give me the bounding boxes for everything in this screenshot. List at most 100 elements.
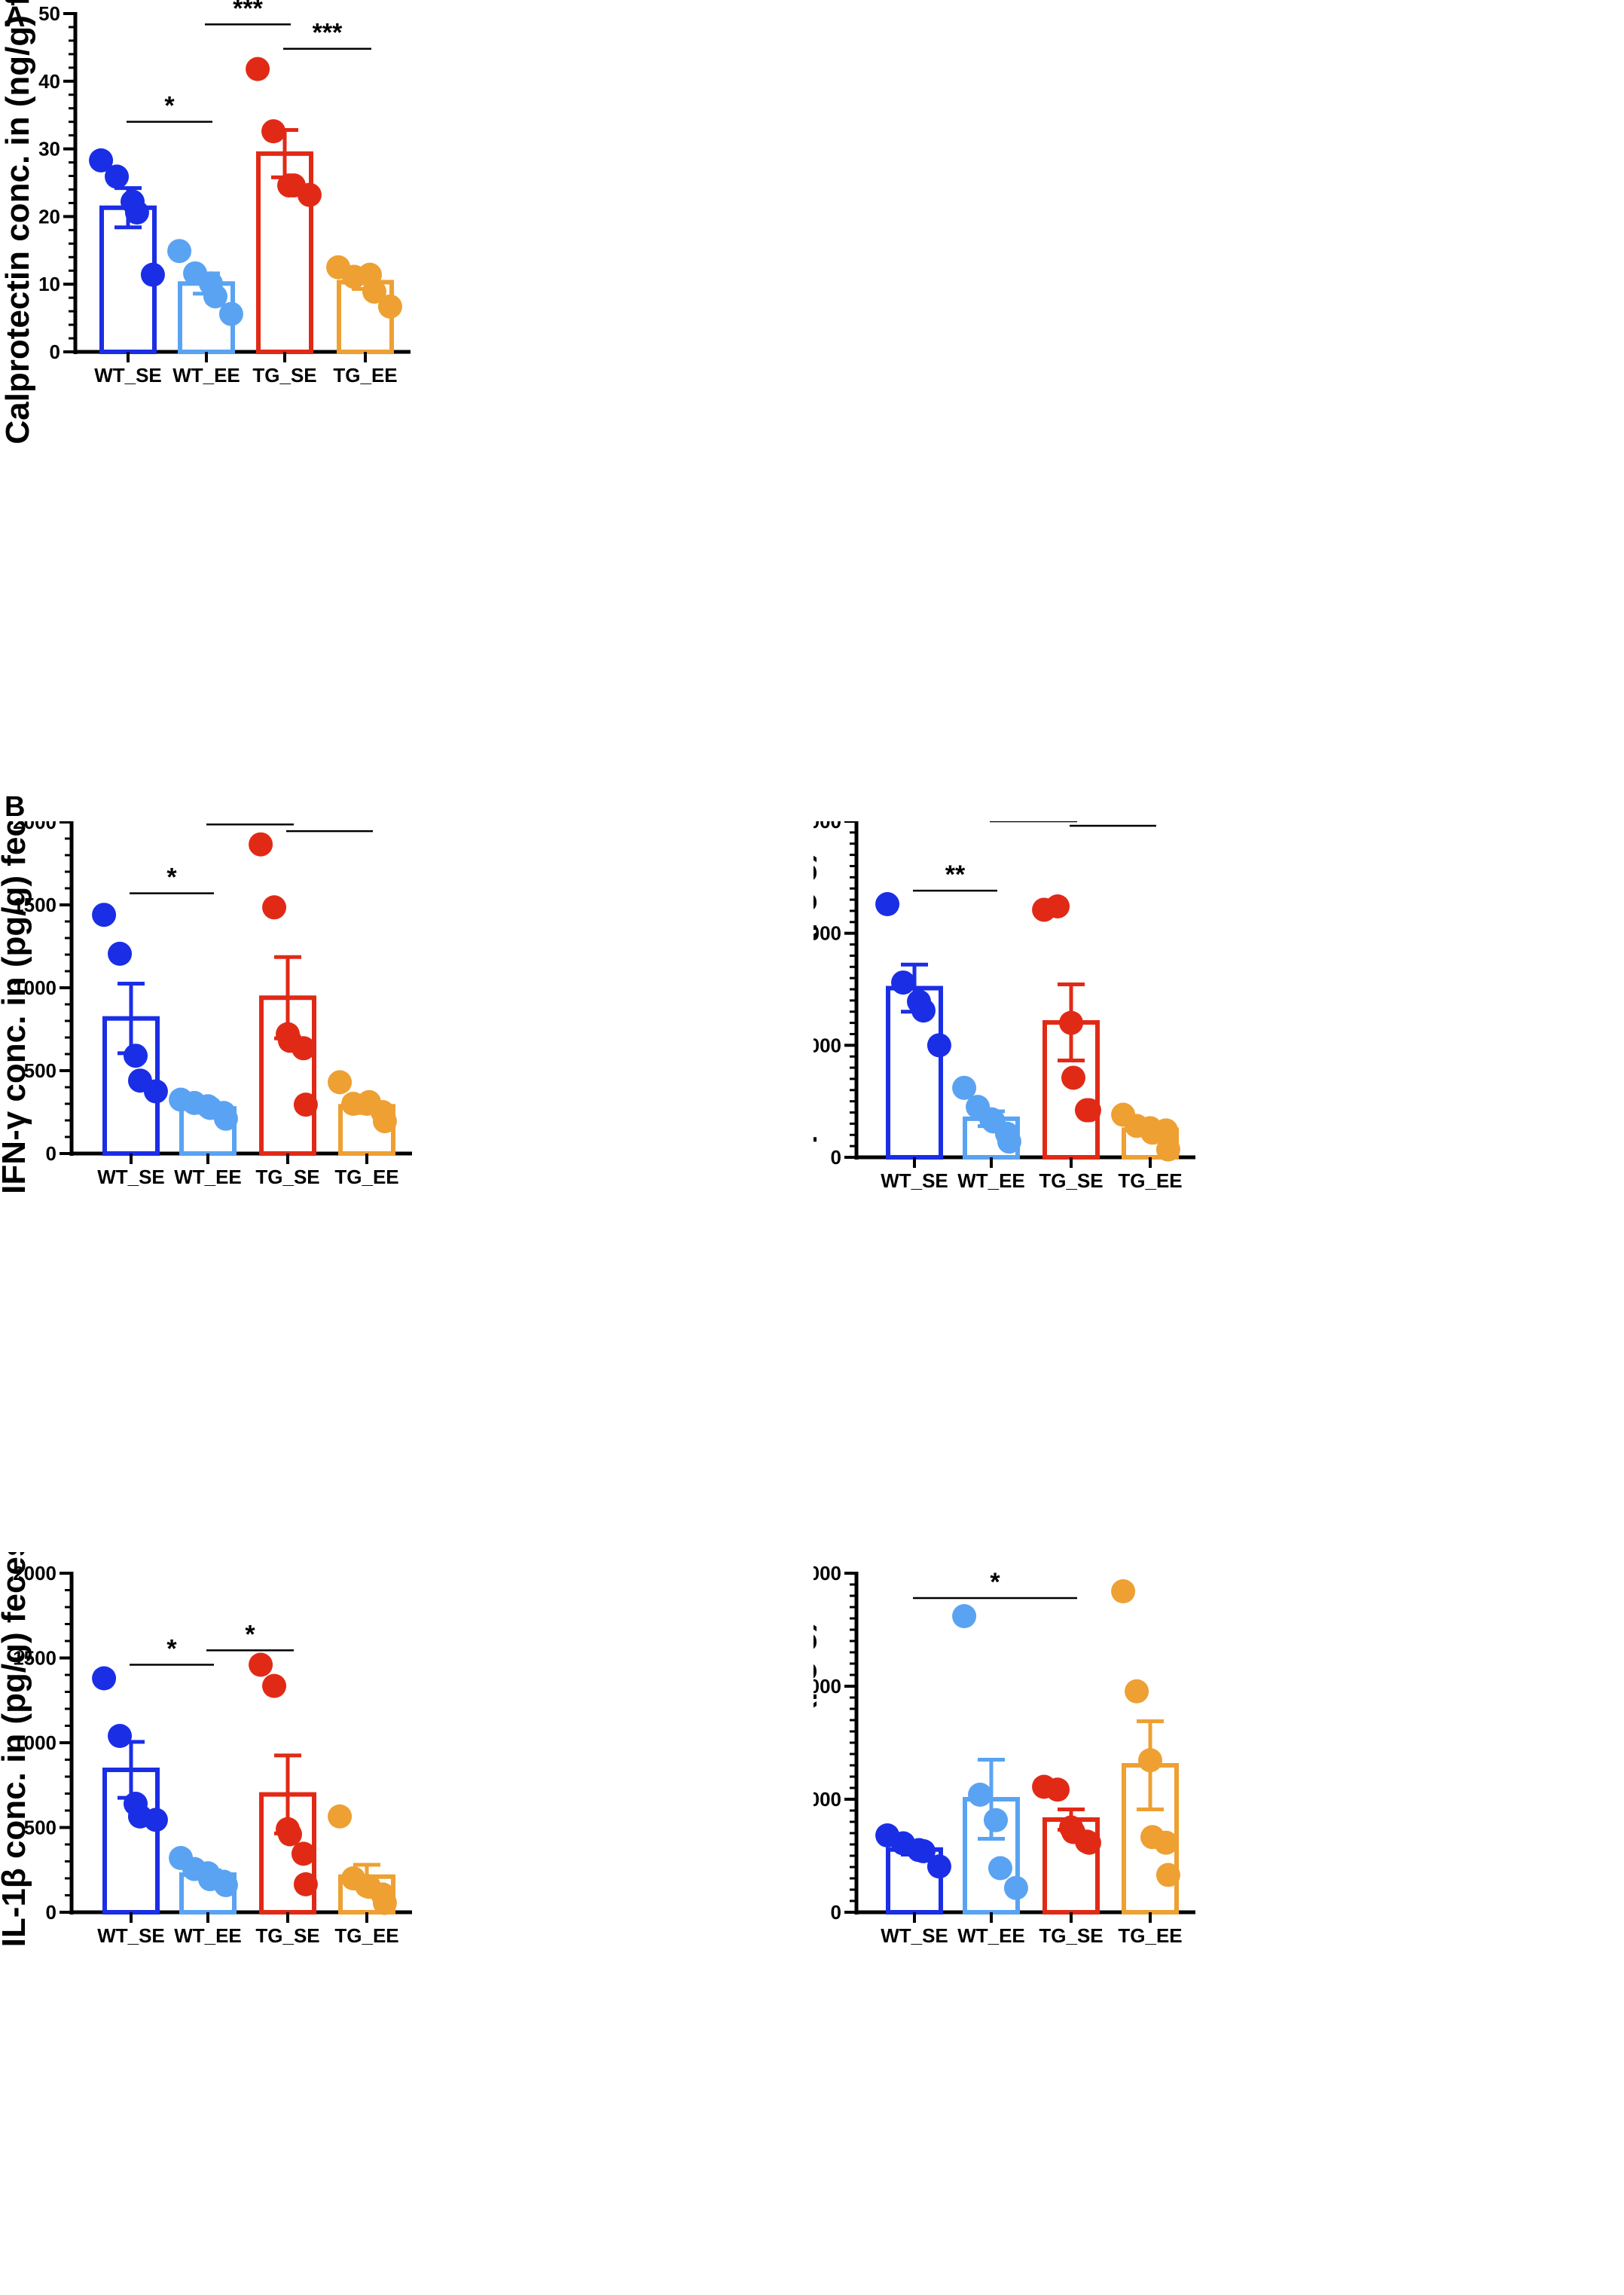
y-tick-label: 1000 [13, 976, 56, 999]
y-axis-label: IL-1β conc. in (pg/g) feces [0, 1552, 32, 1947]
data-point [203, 284, 227, 309]
significance-label: * [1108, 821, 1119, 824]
x-tick-label: TG_SE [255, 1166, 319, 1188]
data-point [262, 895, 287, 920]
data-point [108, 941, 133, 966]
data-point [891, 970, 916, 995]
data-point [124, 1044, 148, 1068]
data-point [246, 57, 270, 81]
significance-label: * [325, 821, 335, 830]
data-point [293, 1872, 318, 1896]
x-tick-label: WT_SE [97, 1166, 165, 1188]
significance-label: *** [233, 0, 263, 23]
y-tick-label: 0 [46, 1901, 56, 1924]
data-point [213, 1106, 238, 1131]
y-tick-label: 0 [831, 1146, 841, 1169]
data-point [968, 1783, 993, 1807]
x-tick-label: WT_EE [172, 364, 240, 387]
data-point [167, 239, 192, 264]
y-tick-label: 30 [38, 138, 60, 160]
panel-label-b: B [5, 791, 26, 823]
y-tick-label: 500 [24, 1817, 56, 1839]
x-tick-label: TG_EE [334, 1924, 398, 1947]
significance-label: * [164, 92, 175, 121]
y-tick-label: 15000 [814, 821, 841, 833]
y-tick-label: 500 [24, 1059, 56, 1082]
y-tick-label: 0 [50, 341, 60, 363]
il-12p70-chart: 0 5000 10000 15000IL-12p70 conc. in (pg/g) … [814, 821, 1195, 1221]
y-tick-label: 0 [831, 1901, 841, 1924]
x-tick-label: WT_EE [174, 1924, 242, 1947]
x-tick-label: TG_EE [1118, 1169, 1182, 1192]
x-tick-label: TG_EE [334, 1166, 398, 1188]
mcp-1-chart: 0 2000 4000 6000MCP-1 conc. in (pg/g) feces… [814, 1552, 1195, 1959]
data-point [362, 280, 386, 304]
data-point [213, 1873, 238, 1897]
data-point [1003, 1875, 1028, 1900]
y-tick-label: 5000 [814, 1034, 841, 1056]
data-point [988, 1856, 1012, 1881]
y-axis-label: Calprotectin conc. in (ng/g) feces [0, 0, 36, 445]
data-point [328, 1070, 353, 1095]
panel-label-a: A [5, 2, 26, 33]
x-tick-label: WT_SE [94, 364, 162, 387]
significance-label: * [245, 821, 255, 823]
y-tick-label: 20 [38, 205, 60, 228]
data-point [952, 1604, 977, 1628]
x-tick-label: TG_SE [255, 1924, 319, 1947]
y-tick-label: 10 [38, 273, 60, 295]
y-tick-label: 4000 [814, 1675, 841, 1698]
data-point [262, 1673, 287, 1698]
significance-label: ** [945, 860, 966, 889]
significance-label: * [166, 1635, 177, 1664]
data-point [291, 1841, 316, 1866]
data-point [140, 262, 165, 287]
y-tick-label: 40 [38, 70, 60, 93]
y-tick-label: 2000 [13, 1562, 56, 1584]
y-tick-label: 50 [38, 2, 60, 25]
data-point [1155, 1137, 1180, 1162]
data-point [1076, 1830, 1101, 1855]
plot-area: 0 2000 4000 6000MCP-1 conc. in (pg/g) feces… [814, 1552, 1195, 1959]
data-point [926, 1033, 951, 1058]
x-tick-label: WT_EE [957, 1924, 1025, 1947]
y-tick-label: 2000 [814, 1788, 841, 1811]
data-point [89, 148, 114, 173]
data-point [1125, 1679, 1149, 1704]
data-point [372, 1890, 397, 1915]
data-point [143, 1079, 168, 1104]
y-axis-label: IFN-γ conc. in (pg/g) feces [0, 821, 32, 1194]
data-point [328, 1804, 353, 1829]
data-point [1046, 1777, 1070, 1802]
significance-label: * [245, 1620, 255, 1649]
x-tick-label: TG_SE [1039, 1169, 1103, 1192]
data-point [372, 1109, 397, 1134]
data-point [92, 1666, 117, 1691]
data-point [1155, 1863, 1180, 1887]
y-tick-label: 1500 [13, 1647, 56, 1670]
data-point [108, 1724, 133, 1748]
y-tick-label: 10000 [814, 922, 841, 945]
y-tick-label: 1000 [13, 1731, 56, 1754]
x-tick-label: WT_EE [174, 1166, 242, 1188]
data-point [1061, 1065, 1085, 1090]
significance-label: * [166, 863, 177, 892]
significance-label: *** [313, 19, 343, 47]
x-tick-label: WT_SE [881, 1924, 948, 1947]
plot-area: 0 5000 10000 15000IL-12p70 conc. in (pg/g) … [814, 821, 1195, 1221]
data-point [124, 200, 149, 225]
y-axis-label: IL-12p70 conc. in (pg/g) feces [814, 821, 817, 1221]
data-point [1153, 1830, 1178, 1855]
data-point [297, 182, 322, 207]
data-point [218, 301, 243, 326]
y-tick-label: 0 [46, 1142, 56, 1165]
data-point [291, 1036, 316, 1061]
y-tick-label: 1500 [13, 894, 56, 916]
data-point [249, 832, 273, 857]
y-tick-label: 6000 [814, 1562, 841, 1584]
